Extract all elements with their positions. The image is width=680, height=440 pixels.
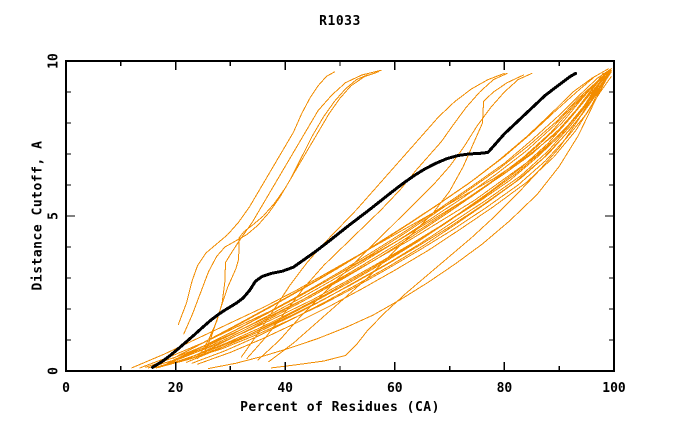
series-line-model_bundle_18 bbox=[197, 69, 612, 365]
y-tick-label-10: 10 bbox=[47, 53, 62, 69]
series-line-model_bundle_13 bbox=[180, 69, 610, 363]
series-line-model_bundle_04 bbox=[147, 72, 607, 369]
series-line-model_mid_1 bbox=[240, 72, 505, 358]
series-line-model_steep_1 bbox=[177, 71, 336, 325]
series-line-model_bundle_14 bbox=[186, 69, 612, 363]
series-line-model_mid_4 bbox=[268, 74, 525, 363]
x-tick-label-100: 100 bbox=[602, 381, 626, 396]
series-line-model_bundle_01 bbox=[131, 72, 604, 369]
chart-title: R1033 bbox=[319, 14, 361, 29]
x-tick-label-40: 40 bbox=[277, 381, 293, 396]
series-line-model_bundle_12 bbox=[175, 68, 612, 361]
x-tick-label-80: 80 bbox=[497, 381, 513, 396]
series-line-model_bundle_06 bbox=[155, 76, 612, 369]
series-line-model_bundle_05 bbox=[153, 74, 610, 369]
series-line-model_bundle_10 bbox=[166, 71, 610, 364]
series-line-model_bundle_08 bbox=[161, 68, 612, 367]
x-tick-label-0: 0 bbox=[62, 381, 70, 396]
series-line-model_bundle_09 bbox=[164, 72, 607, 366]
series-line-model_bundle_07 bbox=[158, 69, 612, 368]
series-line-model_steep_3 bbox=[202, 71, 379, 356]
series-line-model_bundle_16 bbox=[172, 69, 607, 360]
data-series-layer bbox=[131, 68, 612, 370]
tick-label-layer: 0 20 40 60 80 100 0 5 10 bbox=[47, 53, 626, 396]
y-tick-label-5: 5 bbox=[47, 212, 62, 220]
x-axis-label: Percent of Residues (CA) bbox=[240, 400, 440, 415]
series-line-model_bundle_17 bbox=[177, 68, 610, 356]
series-line-model_steep_4 bbox=[197, 69, 382, 360]
series-line-model_mid_3 bbox=[257, 72, 533, 361]
series-line-reference bbox=[151, 71, 578, 369]
series-line-model_low_outlier_1 bbox=[271, 72, 607, 369]
series-line-model_bundle_11 bbox=[169, 69, 612, 363]
y-tick-label-0: 0 bbox=[47, 367, 62, 375]
x-tick-label-20: 20 bbox=[168, 381, 184, 396]
axis-layer bbox=[65, 60, 615, 372]
series-line-model_low_outlier_2 bbox=[207, 74, 610, 370]
series-line-model_steep_2 bbox=[183, 74, 368, 335]
x-tick-label-60: 60 bbox=[387, 381, 403, 396]
